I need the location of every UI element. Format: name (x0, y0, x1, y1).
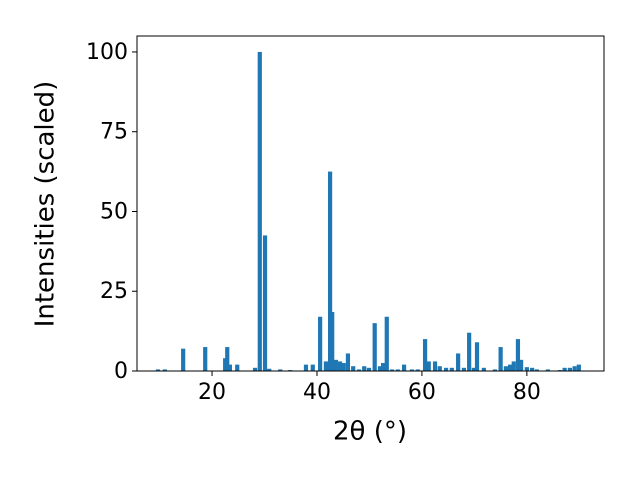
y-axis-label: Intensities (scaled) (31, 81, 61, 328)
bar (395, 369, 400, 371)
bar (384, 316, 389, 371)
bar (372, 323, 377, 371)
bar (252, 367, 258, 371)
bar (518, 359, 524, 371)
bar (426, 361, 431, 371)
bar (481, 367, 486, 371)
bar (461, 367, 466, 371)
bar (257, 51, 262, 371)
bar (341, 363, 346, 371)
bar (181, 348, 186, 371)
bar (515, 339, 521, 371)
bar (437, 366, 442, 371)
bar (474, 342, 480, 371)
bar (534, 369, 539, 371)
bar (351, 366, 356, 371)
plot-frame (136, 35, 605, 372)
bar (530, 367, 535, 371)
bar (262, 235, 268, 371)
bar (278, 369, 283, 371)
bar (323, 361, 328, 371)
bar (327, 171, 333, 371)
bar (203, 347, 208, 371)
bar (498, 347, 503, 371)
bar (545, 369, 550, 371)
bar (330, 311, 335, 371)
bar (562, 367, 567, 371)
bar (366, 367, 372, 371)
y-tick-label: 0 (114, 359, 128, 384)
bar (310, 364, 315, 371)
bar (467, 332, 472, 371)
bar (303, 364, 309, 371)
y-tick-label: 100 (86, 40, 128, 65)
bar (235, 364, 240, 371)
bar (456, 353, 461, 371)
bar (155, 369, 161, 371)
bar (225, 347, 230, 371)
x-axis-label: 2θ (°) (333, 417, 407, 447)
bar (471, 367, 476, 371)
x-tick-label: 80 (513, 380, 541, 405)
bar (162, 369, 167, 371)
y-tick-label: 75 (100, 120, 128, 145)
bar (492, 369, 497, 371)
bar (503, 366, 508, 371)
bar (356, 369, 362, 371)
bar (576, 364, 581, 371)
bar (401, 364, 407, 371)
bar (380, 363, 386, 371)
bar (443, 367, 449, 371)
bar (572, 366, 577, 371)
bar (337, 361, 343, 371)
bar (432, 361, 438, 371)
bar (567, 367, 572, 371)
x-tick-label: 60 (408, 380, 436, 405)
bar (507, 364, 513, 371)
bar (362, 366, 367, 371)
bar (345, 353, 351, 371)
bar (409, 369, 415, 371)
x-tick-label: 40 (303, 380, 331, 405)
bar (524, 367, 529, 371)
bar (415, 369, 420, 371)
bar (267, 368, 272, 371)
y-tick-label: 50 (100, 199, 128, 224)
bar (318, 316, 323, 371)
y-tick-label: 25 (100, 279, 128, 304)
bar (449, 367, 454, 371)
bar (511, 361, 516, 371)
bar (377, 366, 383, 371)
bar (422, 339, 428, 371)
bar (389, 369, 395, 371)
bar (227, 364, 232, 371)
bar (333, 359, 338, 371)
x-tick-label: 20 (198, 380, 226, 405)
